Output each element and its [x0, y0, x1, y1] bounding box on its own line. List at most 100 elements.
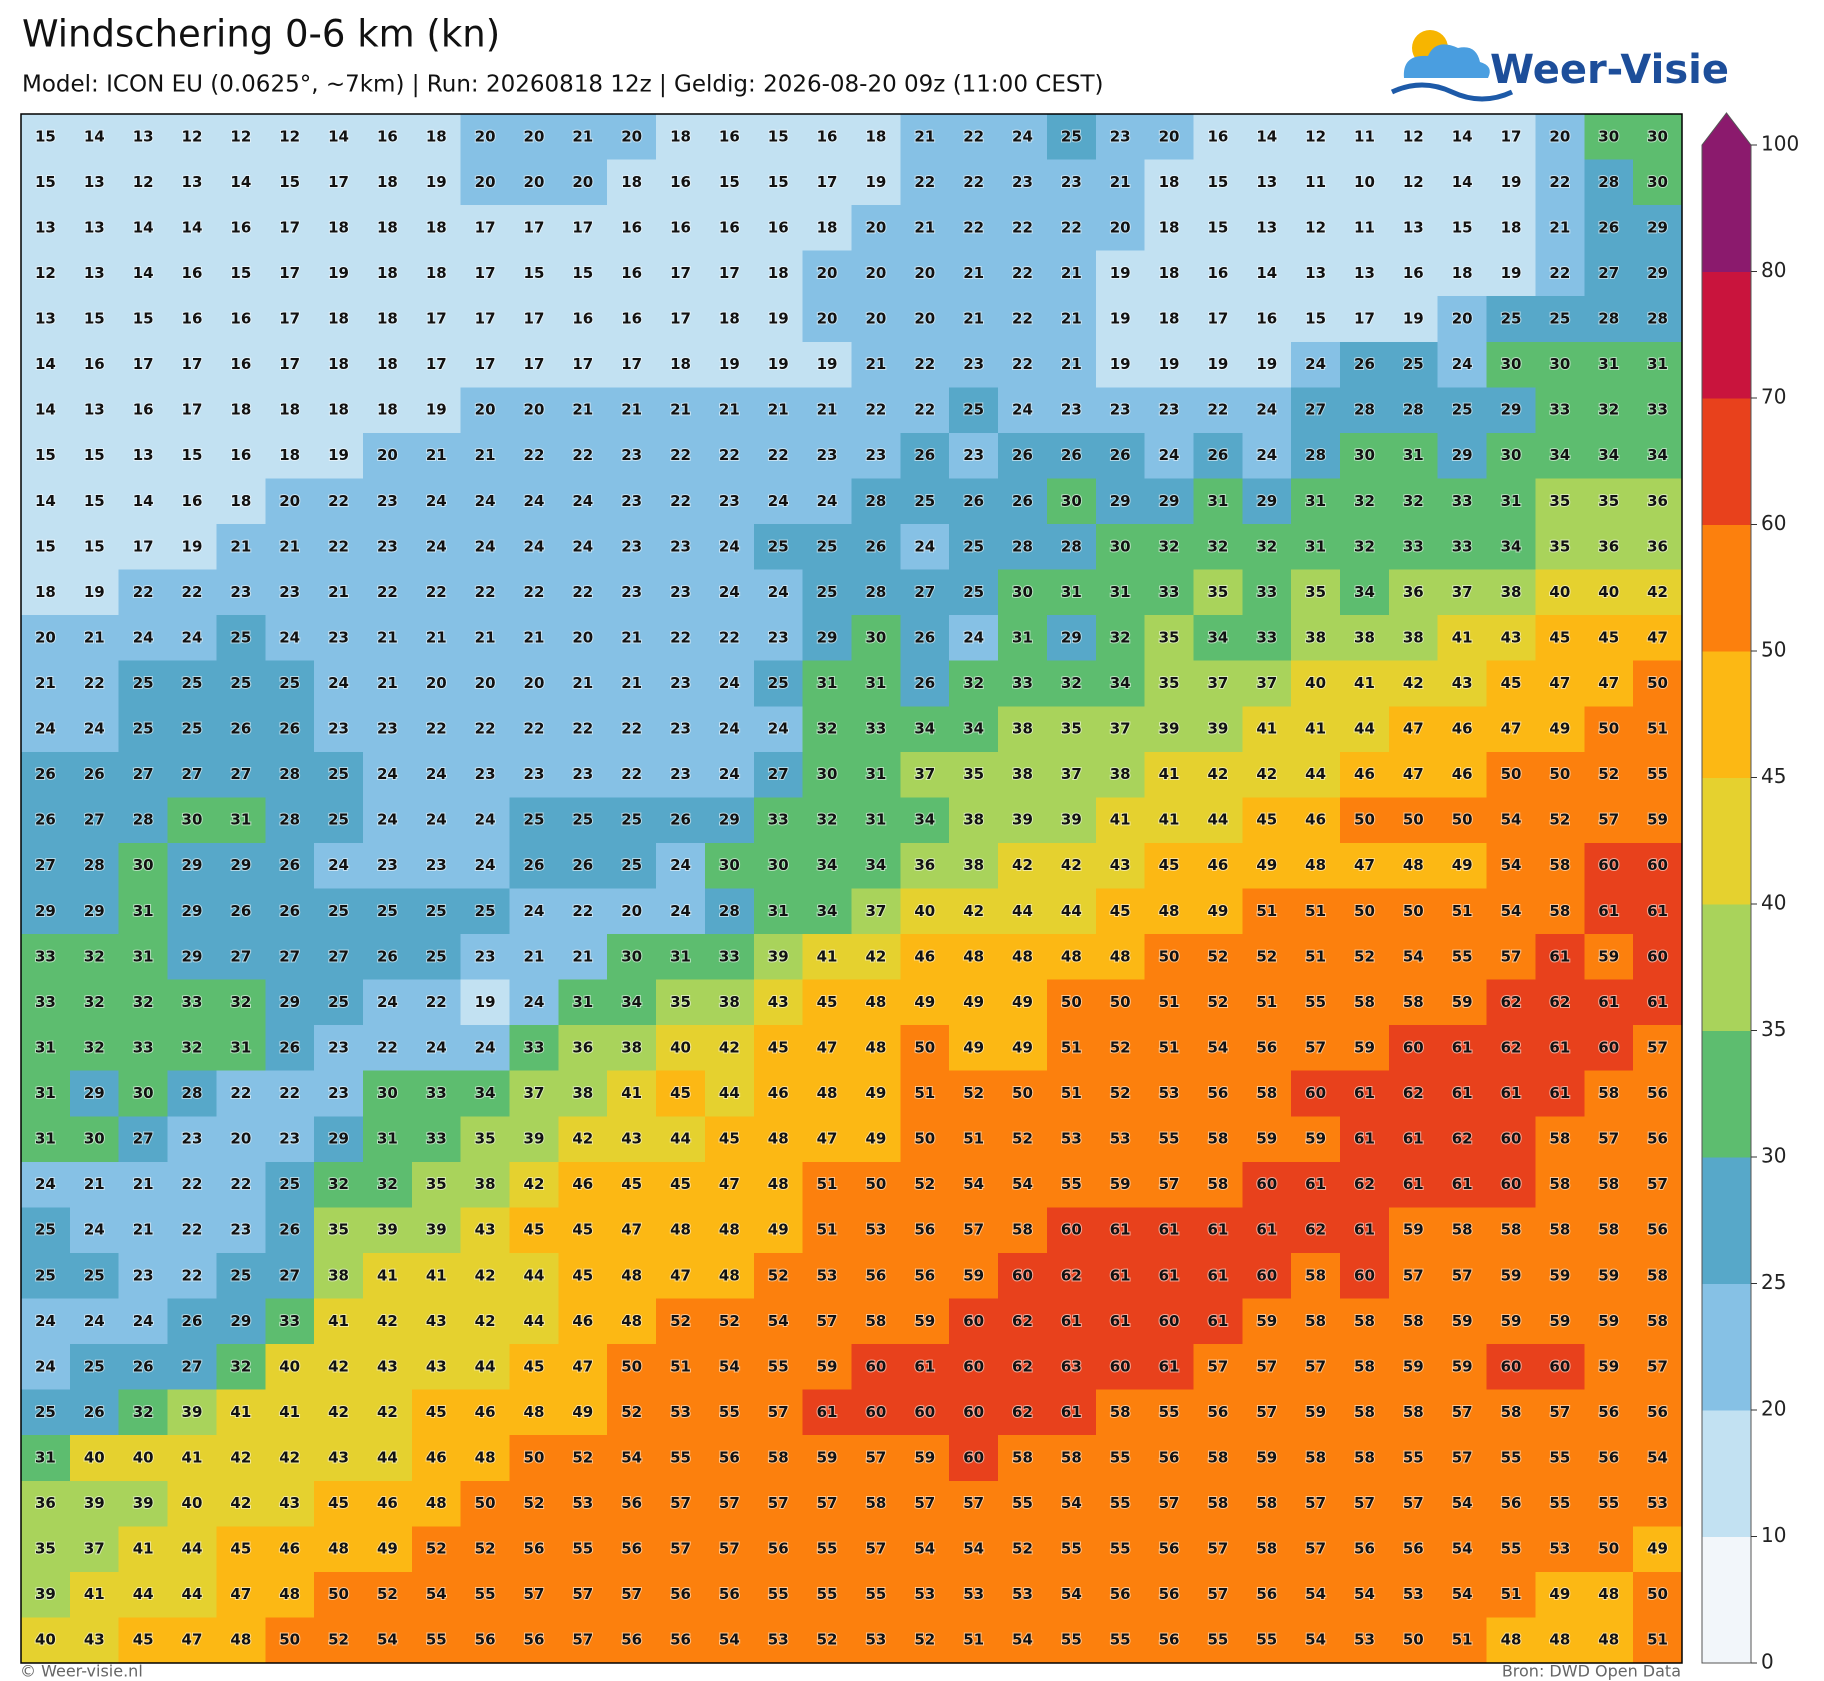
cell: [1144, 1389, 1195, 1436]
cell-value: 61: [1549, 1084, 1570, 1102]
colorbar-segment: [1702, 651, 1751, 778]
logo-text: Weer-Visie: [1490, 47, 1729, 93]
cell-value: 25: [377, 902, 398, 920]
cell: [411, 1389, 462, 1436]
cell: [851, 797, 901, 844]
cell: [216, 706, 266, 753]
cell-value: 61: [1110, 1266, 1131, 1284]
cell: [1633, 341, 1683, 388]
cell: [1193, 114, 1243, 161]
cell: [1388, 1207, 1439, 1254]
cell: [1046, 615, 1097, 662]
cell-value: 21: [1061, 355, 1082, 373]
cell-value: 22: [328, 492, 349, 510]
cell-value: 57: [1598, 811, 1619, 829]
cell-value: 16: [1256, 310, 1277, 328]
cell-value: 48: [768, 1175, 789, 1193]
cell: [509, 205, 559, 252]
cell-value: 18: [670, 355, 691, 373]
cell-value: 60: [963, 1357, 984, 1375]
cell-value: 34: [1207, 628, 1228, 646]
cell: [1633, 934, 1683, 981]
cell-value: 41: [621, 1084, 642, 1102]
cell-value: 22: [133, 583, 154, 601]
cell: [509, 615, 559, 662]
cell-value: 42: [1207, 765, 1228, 783]
cell-value: 55: [1501, 1448, 1522, 1466]
cell-value: 31: [865, 765, 886, 783]
cell-value: 38: [719, 993, 740, 1011]
cell: [167, 1025, 218, 1072]
cell-value: 56: [719, 1585, 740, 1603]
cell: [1388, 1161, 1439, 1209]
cell-value: 60: [963, 1312, 984, 1330]
cell-value: 49: [1207, 902, 1228, 920]
cell-value: 21: [963, 310, 984, 328]
cell-value: 56: [1207, 1084, 1228, 1102]
cell: [1486, 797, 1537, 844]
cell-value: 16: [768, 218, 789, 236]
cell: [949, 114, 999, 161]
cell-value: 31: [230, 811, 251, 829]
cell: [167, 1389, 218, 1436]
cell: [900, 569, 950, 616]
cell: [1535, 1116, 1585, 1163]
cell-value: 55: [670, 1448, 691, 1466]
colorbar-segment: [1702, 1410, 1751, 1537]
cell: [1242, 1298, 1292, 1345]
cell-value: 14: [35, 492, 56, 510]
cell-value: 61: [1549, 947, 1570, 965]
cell: [509, 1526, 559, 1573]
cell: [1193, 478, 1243, 525]
cell-value: 61: [914, 1357, 935, 1375]
cell: [460, 478, 511, 525]
cell: [118, 797, 169, 844]
cell: [949, 934, 999, 981]
cell: [509, 660, 559, 707]
cell: [998, 1161, 1048, 1209]
cell-value: 25: [182, 674, 203, 692]
cell-value: 18: [817, 218, 838, 236]
cell: [1535, 205, 1585, 252]
cell: [1095, 615, 1146, 662]
cell-value: 24: [475, 537, 496, 555]
cell-value: 19: [328, 264, 349, 282]
cell-value: 49: [865, 1130, 886, 1148]
cell: [411, 1070, 462, 1117]
cell-value: 22: [670, 628, 691, 646]
cell: [900, 1298, 950, 1345]
cell: [411, 524, 462, 571]
cell: [411, 1480, 462, 1527]
cell: [216, 1435, 266, 1482]
cell: [607, 114, 657, 161]
cell: [851, 1252, 901, 1300]
cell-value: 24: [524, 993, 545, 1011]
cell-value: 50: [1354, 811, 1375, 829]
cell-value: 28: [1403, 401, 1424, 419]
cell: [900, 1252, 950, 1300]
cell-value: 61: [1159, 1221, 1180, 1239]
cell-value: 27: [230, 947, 251, 965]
cell-value: 27: [230, 765, 251, 783]
cell-value: 23: [328, 628, 349, 646]
cell-value: 16: [1403, 264, 1424, 282]
cell-value: 25: [84, 1266, 105, 1284]
cell: [460, 250, 511, 297]
cell-value: 51: [1061, 1084, 1082, 1102]
cell: [802, 387, 853, 434]
cell-value: 42: [230, 1448, 251, 1466]
cell: [753, 387, 804, 434]
cell-value: 48: [865, 993, 886, 1011]
cell-value: 16: [230, 446, 251, 464]
cell-value: 56: [621, 1494, 642, 1512]
cell-value: 58: [1647, 1266, 1668, 1284]
cell-value: 40: [35, 1631, 56, 1649]
cell: [314, 797, 364, 844]
map: 15 14 13 12 12 12 14 16 18 20 20 21 20 18 16 15 16 18 21 22…: [21, 114, 1683, 1664]
cell-value: 45: [1110, 902, 1131, 920]
cell-value: 41: [426, 1266, 447, 1284]
cell-value: 26: [230, 720, 251, 738]
cell-value: 24: [475, 811, 496, 829]
cell-value: 35: [475, 1130, 496, 1148]
